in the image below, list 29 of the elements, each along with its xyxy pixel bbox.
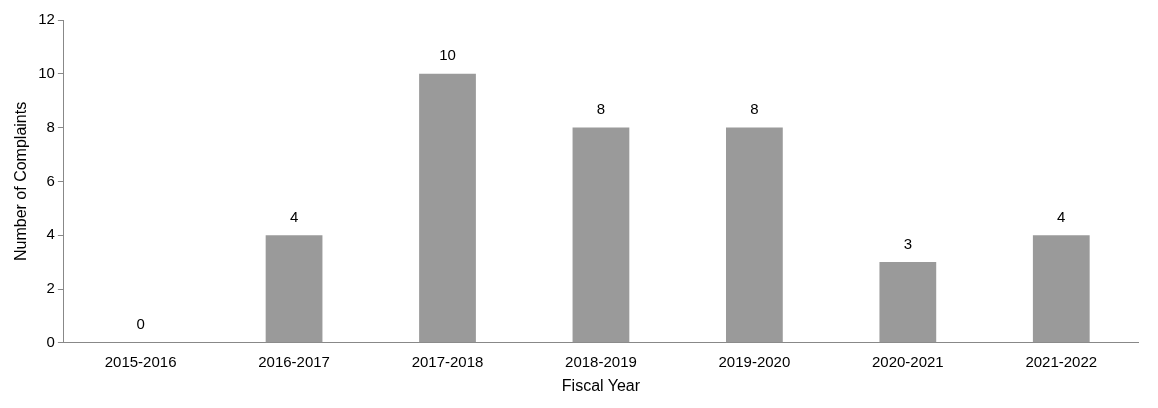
data-label: 4 bbox=[289, 207, 299, 225]
bar bbox=[879, 262, 937, 343]
x-tick-label: 2021-2022 bbox=[1025, 352, 1098, 370]
bar bbox=[419, 73, 476, 343]
bar bbox=[1032, 235, 1090, 343]
x-axis-title: Fiscal Year bbox=[561, 376, 641, 394]
x-tick-label: 2018-2019 bbox=[565, 352, 637, 370]
data-label: 3 bbox=[903, 234, 912, 252]
x-tick-label: 2015-2016 bbox=[104, 352, 177, 370]
data-label: 10 bbox=[439, 46, 456, 64]
data-label: 8 bbox=[596, 100, 606, 118]
data-label: 4 bbox=[1057, 207, 1066, 225]
y-tick-label: 4 bbox=[46, 225, 55, 243]
y-tick-label: 2 bbox=[46, 279, 55, 297]
y-tick-label: 8 bbox=[46, 117, 55, 135]
bar bbox=[726, 127, 783, 343]
x-tick-label: 2019-2020 bbox=[718, 352, 791, 370]
y-tick-label: 10 bbox=[38, 63, 55, 81]
bar bbox=[572, 127, 630, 343]
x-tick-label: 2016-2017 bbox=[258, 352, 330, 370]
y-tick-label: 0 bbox=[46, 332, 55, 350]
y-axis-title: Number of Complaints bbox=[12, 101, 30, 261]
x-tick-label: 2017-2018 bbox=[411, 352, 484, 370]
y-tick-label: 6 bbox=[46, 171, 55, 189]
data-label: 8 bbox=[750, 100, 759, 118]
data-label: 0 bbox=[136, 315, 145, 333]
bar bbox=[265, 235, 323, 343]
x-tick-label: 2020-2021 bbox=[871, 352, 944, 370]
y-tick-label: 12 bbox=[38, 10, 55, 28]
